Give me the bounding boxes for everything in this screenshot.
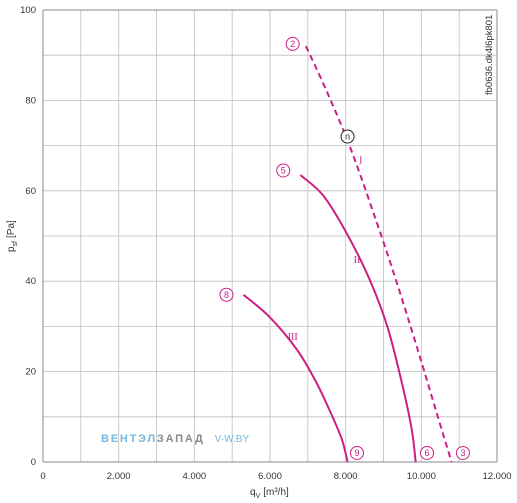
curve-marker-8: 8 <box>219 287 234 302</box>
curve-i <box>304 45 453 463</box>
curve-marker-2: 2 <box>285 36 300 51</box>
operating-point-marker: n <box>340 129 355 144</box>
curve-marker-circle <box>350 445 365 460</box>
y-tick-label: 60 <box>25 186 36 197</box>
y-tick-label: 40 <box>25 276 36 287</box>
x-tick-label: 8.000 <box>334 471 358 482</box>
operating-point-label: n <box>345 132 350 142</box>
x-axis-ticks: 0 2.000 4.000 6.000 8.000 10.000 12.000 <box>40 471 511 482</box>
axes <box>42 9 498 463</box>
curve-marker-5: 5 <box>276 163 291 178</box>
curve-ii <box>299 174 417 463</box>
curve-markers: 2 5 8 9 6 3 n <box>219 36 470 460</box>
x-tick-label: 2.000 <box>107 471 131 482</box>
curve-marker-circle <box>285 36 300 51</box>
curve-marker-circle <box>455 445 470 460</box>
grid <box>43 10 497 462</box>
curve-marker-number: 9 <box>355 448 360 458</box>
x-tick-label: 4.000 <box>182 471 206 482</box>
x-tick-label: 0 <box>40 471 45 482</box>
x-tick-label: 6.000 <box>258 471 282 482</box>
curve-marker-number: 3 <box>460 448 465 458</box>
x-tick-label: 10.000 <box>407 471 436 482</box>
curve-marker-9: 9 <box>350 445 365 460</box>
curve-label-ii: II <box>354 255 361 266</box>
y-axis-title: psf[Pa] <box>6 220 19 252</box>
curve-marker-number: 6 <box>425 448 430 458</box>
curve-label-i: I <box>359 156 362 167</box>
curve-marker-6: 6 <box>420 445 435 460</box>
curve-iii <box>242 294 349 463</box>
operating-point-circle <box>340 129 355 144</box>
x-axis-title: qV [m³/h] <box>250 487 289 500</box>
watermark: ВЕНТЭЛЗАПАД V-W.BY <box>101 433 249 445</box>
curve-marker-number: 2 <box>290 39 295 49</box>
y-tick-label: 100 <box>20 5 36 16</box>
curve-marker-circle <box>276 163 291 178</box>
curve-marker-number: 8 <box>224 290 229 300</box>
y-axis-ticks: 0 20 40 60 80 100 <box>20 5 36 468</box>
y-tick-label: 80 <box>25 95 36 106</box>
curve-marker-circle <box>420 445 435 460</box>
y-tick-label: 0 <box>31 457 36 468</box>
y-tick-label: 20 <box>25 367 36 378</box>
figure-code-label: fb0636.dk4l6pk801 <box>484 15 495 95</box>
curve-marker-circle <box>219 287 234 302</box>
curve-marker-number: 5 <box>281 165 286 175</box>
curve-marker-3: 3 <box>455 445 470 460</box>
curve-label-iii: III <box>288 332 298 343</box>
x-tick-label: 12.000 <box>482 471 511 482</box>
